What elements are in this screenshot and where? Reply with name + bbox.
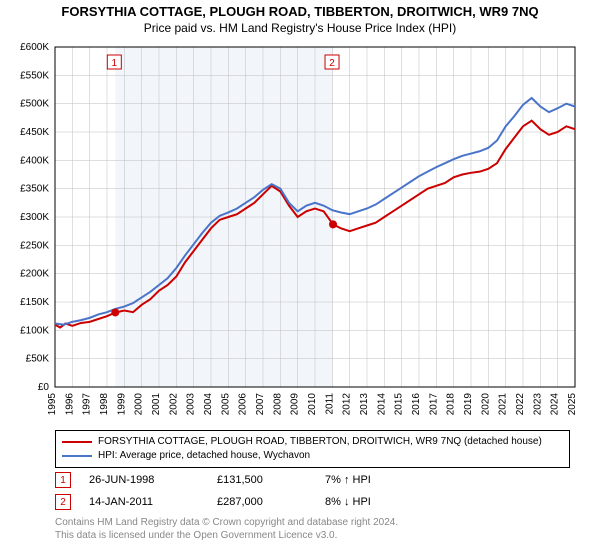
sale-price: £131,500 [217, 474, 307, 486]
svg-text:2021: 2021 [498, 393, 509, 416]
svg-text:2007: 2007 [255, 393, 266, 416]
svg-text:1996: 1996 [64, 393, 75, 416]
footnote: Contains HM Land Registry data © Crown c… [55, 516, 570, 542]
legend-swatch [62, 455, 92, 457]
svg-text:1997: 1997 [82, 393, 93, 416]
svg-text:2001: 2001 [151, 393, 162, 416]
svg-text:2016: 2016 [411, 393, 422, 416]
svg-text:£500K: £500K [20, 99, 49, 110]
sale-price: £287,000 [217, 496, 307, 508]
legend-swatch [62, 441, 92, 443]
svg-text:2015: 2015 [394, 393, 405, 416]
svg-text:£450K: £450K [20, 127, 49, 138]
sale-delta: 8% ↓ HPI [325, 496, 371, 508]
svg-text:1999: 1999 [116, 393, 127, 416]
legend-label: FORSYTHIA COTTAGE, PLOUGH ROAD, TIBBERTO… [98, 435, 542, 449]
svg-text:2014: 2014 [376, 393, 387, 416]
svg-text:2012: 2012 [342, 393, 353, 416]
svg-text:2019: 2019 [463, 393, 474, 416]
sales-table: 1 26-JUN-1998 £131,500 7% ↑ HPI 2 14-JAN-2011… [55, 472, 570, 510]
legend-entry: FORSYTHIA COTTAGE, PLOUGH ROAD, TIBBERTO… [62, 435, 563, 449]
svg-text:2018: 2018 [446, 393, 457, 416]
legend: FORSYTHIA COTTAGE, PLOUGH ROAD, TIBBERTO… [55, 430, 570, 468]
svg-text:2002: 2002 [168, 393, 179, 416]
svg-text:£0: £0 [38, 382, 50, 393]
line-chart: £0 £50K £100K £150K £200K £250K £300K £350K £400… [0, 39, 600, 424]
svg-text:£250K: £250K [20, 240, 49, 251]
svg-text:1: 1 [112, 58, 118, 69]
svg-text:2003: 2003 [186, 393, 197, 416]
svg-text:2009: 2009 [290, 393, 301, 416]
chart-title: FORSYTHIA COTTAGE, PLOUGH ROAD, TIBBERTO… [0, 0, 600, 19]
svg-text:£100K: £100K [20, 325, 49, 336]
sale-marker: 1 [55, 472, 71, 488]
svg-text:2004: 2004 [203, 393, 214, 416]
svg-text:2005: 2005 [220, 393, 231, 416]
svg-text:2024: 2024 [550, 393, 561, 416]
svg-text:£300K: £300K [20, 212, 49, 223]
sale-row: 1 26-JUN-1998 £131,500 7% ↑ HPI [55, 472, 570, 488]
sale-date: 14-JAN-2011 [89, 496, 199, 508]
svg-text:£50K: £50K [26, 354, 50, 365]
svg-text:2025: 2025 [567, 393, 578, 416]
svg-text:2023: 2023 [532, 393, 543, 416]
svg-text:2000: 2000 [134, 393, 145, 416]
sale-date: 26-JUN-1998 [89, 474, 199, 486]
sale-marker: 2 [55, 494, 71, 510]
footnote-line: This data is licensed under the Open Gov… [55, 529, 570, 542]
svg-text:£600K: £600K [20, 42, 49, 53]
svg-text:2008: 2008 [272, 393, 283, 416]
sale-delta: 7% ↑ HPI [325, 474, 371, 486]
legend-entry: HPI: Average price, detached house, Wych… [62, 449, 563, 463]
svg-text:2020: 2020 [480, 393, 491, 416]
svg-text:£200K: £200K [20, 269, 49, 280]
footnote-line: Contains HM Land Registry data © Crown c… [55, 516, 570, 529]
svg-text:2006: 2006 [238, 393, 249, 416]
legend-label: HPI: Average price, detached house, Wych… [98, 449, 310, 463]
svg-text:1998: 1998 [99, 393, 110, 416]
svg-text:2022: 2022 [515, 393, 526, 416]
chart-subtitle: Price paid vs. HM Land Registry's House … [0, 19, 600, 39]
svg-text:1995: 1995 [47, 393, 58, 416]
svg-text:2010: 2010 [307, 393, 318, 416]
svg-text:2013: 2013 [359, 393, 370, 416]
svg-text:£150K: £150K [20, 297, 49, 308]
svg-text:2: 2 [329, 58, 335, 69]
svg-text:2011: 2011 [324, 393, 335, 415]
sale-row: 2 14-JAN-2011 £287,000 8% ↓ HPI [55, 494, 570, 510]
svg-text:£350K: £350K [20, 184, 49, 195]
svg-text:£400K: £400K [20, 155, 49, 166]
svg-text:2017: 2017 [428, 393, 439, 416]
svg-text:£550K: £550K [20, 70, 49, 81]
